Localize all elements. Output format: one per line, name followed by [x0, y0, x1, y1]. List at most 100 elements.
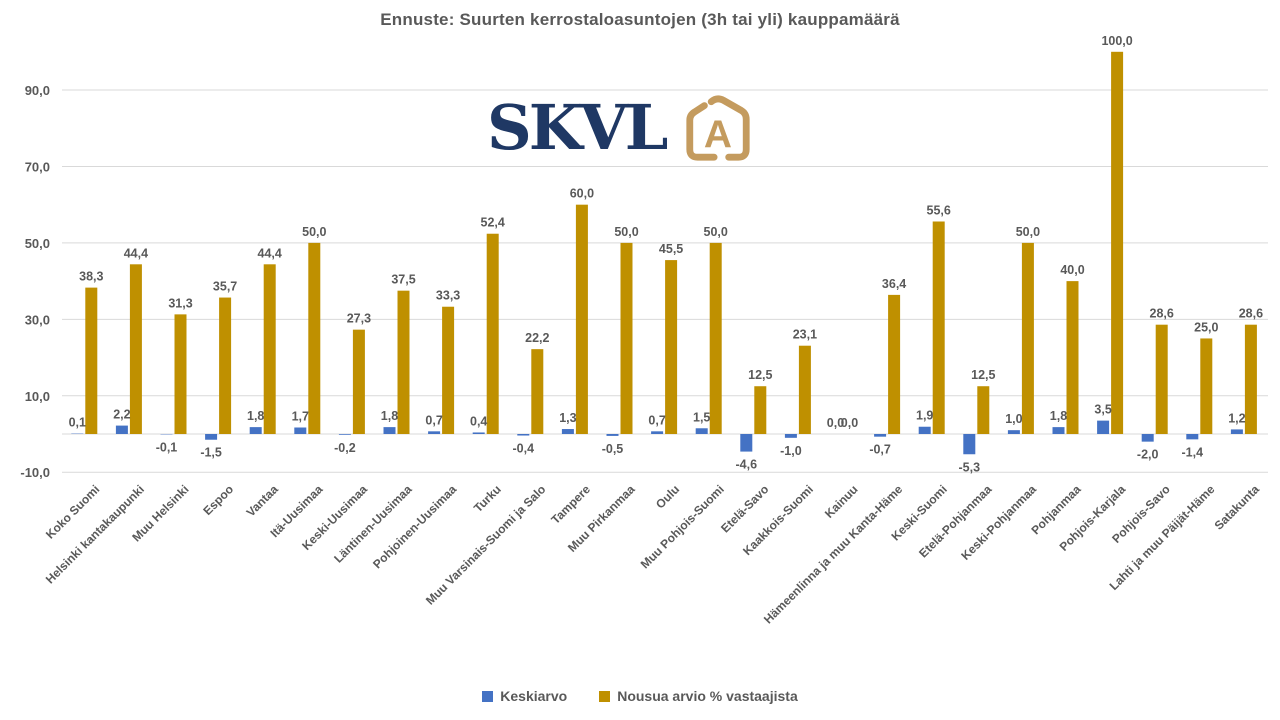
legend-label-keskiarvo: Keskiarvo	[500, 688, 568, 704]
data-label-keskiarvo-20: -5,3	[959, 460, 981, 474]
legend-label-nousua: Nousua arvio % vastaajista	[617, 688, 798, 704]
data-label-keskiarvo-10: -0,4	[513, 442, 535, 456]
y-axis-tick-label: 10,0	[25, 389, 50, 404]
bar-nousua-1	[129, 264, 142, 434]
data-label-nousua-14: 50,0	[704, 225, 728, 239]
data-label-nousua-17: 0,0	[841, 416, 858, 430]
bar-keskiarvo-11	[561, 429, 574, 434]
data-label-keskiarvo-25: -1,4	[1182, 445, 1204, 459]
data-label-nousua-11: 60,0	[570, 187, 594, 201]
y-axis-tick-label: 50,0	[25, 236, 50, 251]
bar-keskiarvo-19	[918, 426, 931, 434]
bar-nousua-16	[798, 345, 811, 434]
bar-keskiarvo-15	[740, 434, 753, 452]
data-label-nousua-2: 31,3	[168, 296, 192, 310]
data-label-nousua-18: 36,4	[882, 277, 906, 291]
bar-keskiarvo-25	[1186, 434, 1199, 440]
data-label-keskiarvo-7: 1,8	[381, 409, 398, 423]
bar-keskiarvo-18	[874, 434, 887, 437]
bar-keskiarvo-4	[249, 427, 262, 434]
bar-nousua-2	[174, 314, 187, 434]
data-label-keskiarvo-12: -0,5	[602, 442, 624, 456]
bar-nousua-19	[932, 221, 945, 434]
data-label-nousua-25: 25,0	[1194, 320, 1218, 334]
bar-nousua-20	[977, 386, 990, 434]
data-label-keskiarvo-11: 1,3	[559, 411, 576, 425]
x-axis-label-8: Pohjoinen-Uusimaa	[370, 482, 459, 571]
bar-nousua-25	[1200, 338, 1213, 434]
bar-keskiarvo-10	[517, 434, 530, 436]
bar-nousua-0	[85, 287, 98, 434]
bar-nousua-26	[1244, 324, 1257, 434]
bar-keskiarvo-14	[695, 428, 708, 434]
skvl-logo-text: SKVL	[487, 91, 668, 164]
data-label-nousua-19: 55,6	[927, 203, 951, 217]
data-label-keskiarvo-14: 1,5	[693, 410, 710, 424]
data-label-keskiarvo-0: 0,1	[69, 416, 86, 430]
data-label-keskiarvo-16: -1,0	[780, 444, 802, 458]
data-label-keskiarvo-21: 1,0	[1005, 412, 1022, 426]
data-label-nousua-12: 50,0	[614, 225, 638, 239]
bar-keskiarvo-21	[1007, 430, 1020, 434]
data-label-keskiarvo-24: -2,0	[1137, 448, 1159, 462]
data-label-nousua-24: 28,6	[1150, 307, 1174, 321]
legend-swatch-blue	[482, 690, 494, 702]
legend-item-nousua: Nousua arvio % vastaajista	[599, 688, 798, 704]
data-label-nousua-9: 52,4	[481, 216, 505, 230]
data-label-nousua-20: 12,5	[971, 368, 995, 382]
bar-keskiarvo-5	[294, 427, 307, 434]
x-axis-label-11: Tampere	[548, 482, 593, 527]
bar-keskiarvo-20	[963, 434, 976, 455]
bar-nousua-15	[754, 386, 767, 434]
bar-nousua-23	[1111, 51, 1124, 435]
bar-nousua-14	[709, 242, 722, 434]
data-label-nousua-10: 22,2	[525, 331, 549, 345]
data-label-nousua-5: 50,0	[302, 225, 326, 239]
data-label-keskiarvo-18: -0,7	[869, 443, 891, 457]
bar-keskiarvo-3	[205, 434, 218, 440]
x-axis-label-21: Keski-Pohjanmaa	[958, 482, 1039, 563]
chart-legend: Keskiarvo Nousua arvio % vastaajista	[0, 688, 1280, 704]
data-label-keskiarvo-2: -0,1	[156, 440, 178, 454]
data-label-nousua-15: 12,5	[748, 368, 772, 382]
y-axis-tick-label: 90,0	[25, 83, 50, 98]
data-label-keskiarvo-4: 1,8	[247, 409, 264, 423]
bar-keskiarvo-9	[472, 432, 485, 434]
x-axis-label-7: Läntinen-Uusimaa	[331, 482, 415, 566]
bar-nousua-18	[888, 294, 901, 434]
x-axis-label-14: Muu Pohjois-Suomi	[638, 482, 727, 571]
data-label-keskiarvo-6: -0,2	[334, 441, 356, 455]
bar-nousua-13	[665, 260, 678, 434]
data-label-keskiarvo-22: 1,8	[1050, 409, 1067, 423]
y-axis-tick-label: 30,0	[25, 312, 50, 327]
data-label-keskiarvo-15: -4,6	[736, 458, 758, 472]
x-axis-label-9: Turku	[471, 482, 504, 515]
bar-keskiarvo-16	[784, 434, 797, 438]
bar-keskiarvo-12	[606, 434, 619, 436]
data-label-nousua-26: 28,6	[1239, 307, 1263, 321]
legend-swatch-gold	[599, 690, 611, 702]
bar-nousua-8	[442, 306, 455, 434]
bar-keskiarvo-6	[338, 434, 351, 435]
data-label-nousua-13: 45,5	[659, 242, 683, 256]
data-label-keskiarvo-13: 0,7	[648, 413, 665, 427]
data-label-nousua-16: 23,1	[793, 328, 817, 342]
data-label-keskiarvo-17: 0,0	[827, 416, 844, 430]
y-axis-tick-label: 70,0	[25, 159, 50, 174]
bar-nousua-6	[352, 329, 365, 434]
data-label-keskiarvo-9: 0,4	[470, 414, 487, 428]
bar-keskiarvo-8	[428, 431, 441, 434]
data-label-nousua-8: 33,3	[436, 289, 460, 303]
data-label-keskiarvo-3: -1,5	[200, 446, 222, 460]
x-axis-label-17: Kainuu	[822, 482, 861, 521]
data-label-nousua-23: 100,0	[1101, 34, 1132, 48]
bar-keskiarvo-24	[1141, 434, 1154, 442]
bar-nousua-11	[575, 204, 588, 434]
bar-nousua-4	[263, 264, 276, 434]
data-label-nousua-1: 44,4	[124, 246, 148, 260]
bar-nousua-12	[620, 242, 633, 434]
bar-keskiarvo-7	[383, 427, 396, 434]
bar-keskiarvo-23	[1097, 420, 1110, 434]
bar-nousua-7	[397, 290, 410, 434]
bar-keskiarvo-22	[1052, 427, 1065, 434]
